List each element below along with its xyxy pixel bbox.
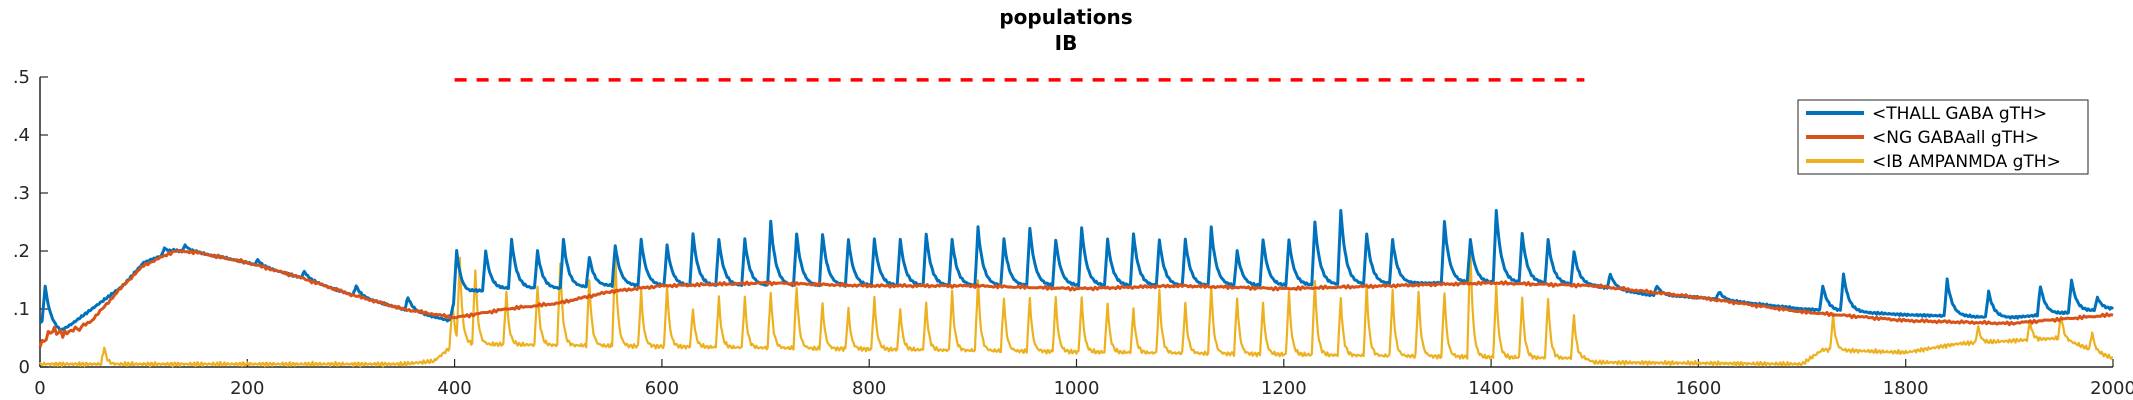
chart-subtitle: IB [1055,31,1078,55]
y-ticks: .5 .4 .3 .2 .1 0 [13,67,48,378]
chart-title: populations [999,5,1132,29]
x-tick-label: 200 [230,378,264,399]
legend-entry-ng: <NG GABAall gTH> [1872,128,2039,148]
x-tick-label: 1600 [1675,378,1721,399]
x-tick-label: 1200 [1261,378,1307,399]
x-tick-label: 2000 [2090,378,2133,399]
x-tick-label: 800 [852,378,886,399]
x-tick-label: 1800 [1883,378,1929,399]
x-tick-label: 600 [645,378,679,399]
y-tick-label: .4 [13,125,30,146]
y-tick-label: 0 [19,357,30,378]
plot-area [38,78,2115,368]
x-tick-label: 1400 [1468,378,1514,399]
legend: <THALL GABA gTH> <NG GABAall gTH> <IB AM… [1797,99,2089,175]
legend-entry-ib: <IB AMPANMDA gTH> [1872,152,2061,172]
x-ticks: 0 200 400 600 800 1000 1200 1400 1600 1800 2000 [34,359,2133,399]
y-tick-label: .2 [13,241,30,262]
legend-entry-thall: <THALL GABA gTH> [1872,104,2047,124]
x-tick-label: 1000 [1054,378,1100,399]
x-tick-label: 0 [34,378,45,399]
series-ng-gabaall-line [38,248,2114,348]
y-tick-label: .3 [13,183,30,204]
y-tick-label: .5 [13,67,30,88]
y-tick-label: .1 [13,299,30,320]
series-ib-ampanmda-line [39,244,2114,368]
x-tick-label: 400 [437,378,471,399]
